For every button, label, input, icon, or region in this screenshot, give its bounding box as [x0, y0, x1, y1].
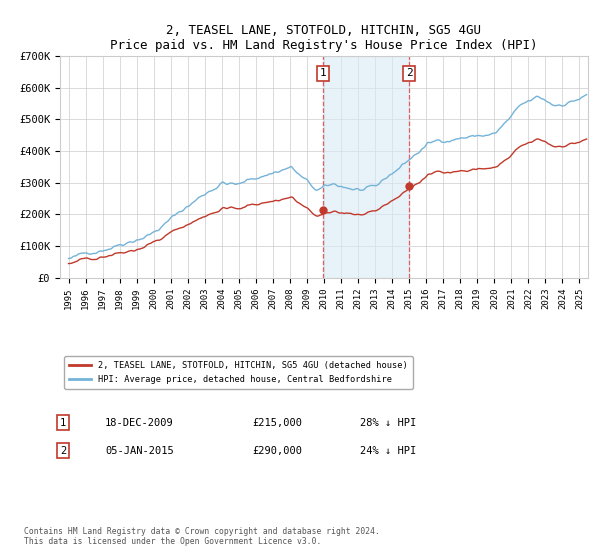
Text: 2: 2	[406, 68, 413, 78]
Text: £290,000: £290,000	[252, 446, 302, 456]
Text: 2: 2	[60, 446, 66, 456]
Text: 1: 1	[320, 68, 326, 78]
Text: 18-DEC-2009: 18-DEC-2009	[105, 418, 174, 428]
Text: 28% ↓ HPI: 28% ↓ HPI	[360, 418, 416, 428]
Title: 2, TEASEL LANE, STOTFOLD, HITCHIN, SG5 4GU
Price paid vs. HM Land Registry's Hou: 2, TEASEL LANE, STOTFOLD, HITCHIN, SG5 4…	[110, 24, 538, 52]
Text: 05-JAN-2015: 05-JAN-2015	[105, 446, 174, 456]
Bar	[323, 56, 409, 278]
Text: 1: 1	[60, 418, 66, 428]
Text: Contains HM Land Registry data © Crown copyright and database right 2024.
This d: Contains HM Land Registry data © Crown c…	[24, 526, 380, 546]
Text: £215,000: £215,000	[252, 418, 302, 428]
Legend: 2, TEASEL LANE, STOTFOLD, HITCHIN, SG5 4GU (detached house), HPI: Average price,: 2, TEASEL LANE, STOTFOLD, HITCHIN, SG5 4…	[64, 356, 413, 389]
Text: 24% ↓ HPI: 24% ↓ HPI	[360, 446, 416, 456]
